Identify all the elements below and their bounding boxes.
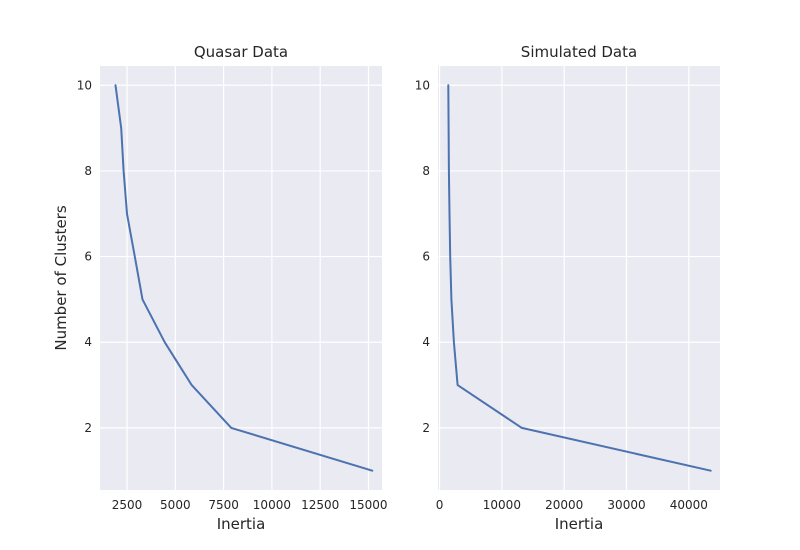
quasar-y-axis-label: Number of Clusters — [52, 205, 70, 350]
quasar-x-tick-label: 12500 — [301, 498, 339, 512]
quasar-series-line — [114, 84, 374, 472]
quasar-x-tick-label: 5000 — [160, 498, 191, 512]
simulated-series-line — [447, 84, 712, 472]
simulated-y-tick-label: 8 — [422, 164, 430, 178]
quasar-title: Quasar Data — [194, 43, 288, 61]
simulated-x-axis-label: Inertia — [555, 515, 604, 533]
simulated-panel: 0 10000 20000 30000 40000 2 4 6 8 10 Simulated Dat… — [415, 43, 720, 533]
simulated-plot-area — [438, 66, 720, 490]
simulated-y-tick-label: 10 — [415, 78, 430, 92]
quasar-x-axis-label: Inertia — [217, 515, 266, 533]
simulated-x-tick-label: 40000 — [670, 498, 708, 512]
simulated-x-tick-label: 0 — [436, 498, 444, 512]
quasar-y-tick-label: 10 — [77, 78, 92, 92]
quasar-panel: 2500 5000 7500 10000 12500 15000 2 4 6 8 10 Quasar … — [52, 43, 388, 533]
simulated-x-tick-label: 10000 — [483, 498, 521, 512]
quasar-x-tick-label: 2500 — [112, 498, 143, 512]
quasar-y-tick-label: 6 — [84, 250, 92, 264]
simulated-x-tick-label: 30000 — [607, 498, 645, 512]
quasar-x-tick-label: 7500 — [208, 498, 239, 512]
quasar-y-tick-label: 8 — [84, 164, 92, 178]
quasar-y-tick-label: 4 — [84, 335, 92, 349]
simulated-y-tick-label: 6 — [422, 250, 430, 264]
quasar-y-tick-label: 2 — [84, 421, 92, 435]
quasar-x-tick-label: 15000 — [349, 498, 387, 512]
quasar-plot-area — [100, 66, 382, 490]
simulated-y-tick-label: 4 — [422, 335, 430, 349]
simulated-x-tick-label: 20000 — [545, 498, 583, 512]
quasar-x-tick-label: 10000 — [253, 498, 291, 512]
simulated-title: Simulated Data — [521, 43, 637, 61]
simulated-y-tick-label: 2 — [422, 421, 430, 435]
